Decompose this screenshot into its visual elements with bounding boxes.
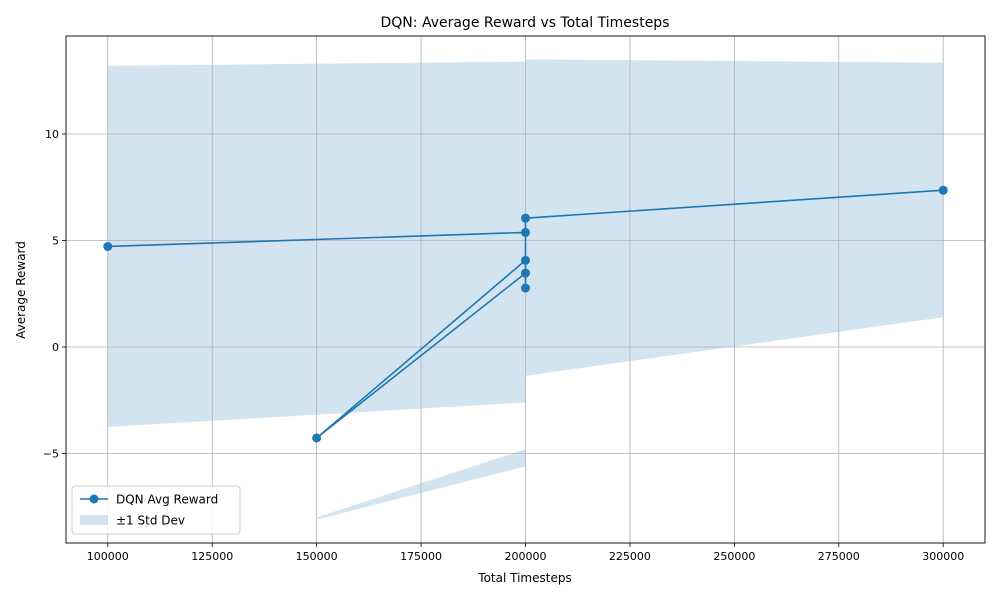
series-points	[103, 185, 948, 443]
data-point	[521, 213, 530, 223]
x-tick-label: 300000	[922, 550, 964, 563]
x-tick-label: 275000	[818, 550, 860, 563]
data-point	[938, 185, 948, 195]
x-tick-label: 175000	[400, 550, 442, 563]
data-point	[103, 241, 113, 251]
x-tick-label: 100000	[87, 550, 129, 563]
x-tick-label: 125000	[191, 550, 233, 563]
data-point	[521, 255, 530, 265]
legend-label-band: ±1 Std Dev	[116, 514, 185, 528]
axes: 100000 125000 150000 175000 200000 225000 2500…	[43, 35, 986, 563]
x-tick-label: 225000	[609, 550, 651, 563]
legend-label-series: DQN Avg Reward	[116, 493, 218, 507]
chart-title: DQN: Average Reward vs Total Timesteps	[381, 15, 670, 31]
x-tick-label: 200000	[505, 550, 547, 563]
y-tick-label: 5	[52, 235, 59, 248]
legend-marker-sample	[89, 494, 99, 504]
y-tick-label: 0	[52, 341, 59, 354]
data-point	[521, 227, 530, 237]
data-point	[521, 283, 530, 293]
x-tick-label: 250000	[713, 550, 755, 563]
x-tick-label: 150000	[296, 550, 338, 563]
legend: DQN Avg Reward ±1 Std Dev	[71, 485, 241, 535]
data-point	[521, 268, 530, 278]
legend-box	[71, 485, 241, 535]
y-tick-label: 10	[45, 128, 59, 141]
x-axis-label: Total Timesteps	[477, 571, 571, 585]
y-tick-label: −5	[43, 448, 59, 461]
data-point	[312, 433, 322, 443]
y-axis-label: Average Reward	[14, 241, 28, 339]
grid	[66, 36, 985, 543]
legend-band-sample	[80, 515, 108, 525]
